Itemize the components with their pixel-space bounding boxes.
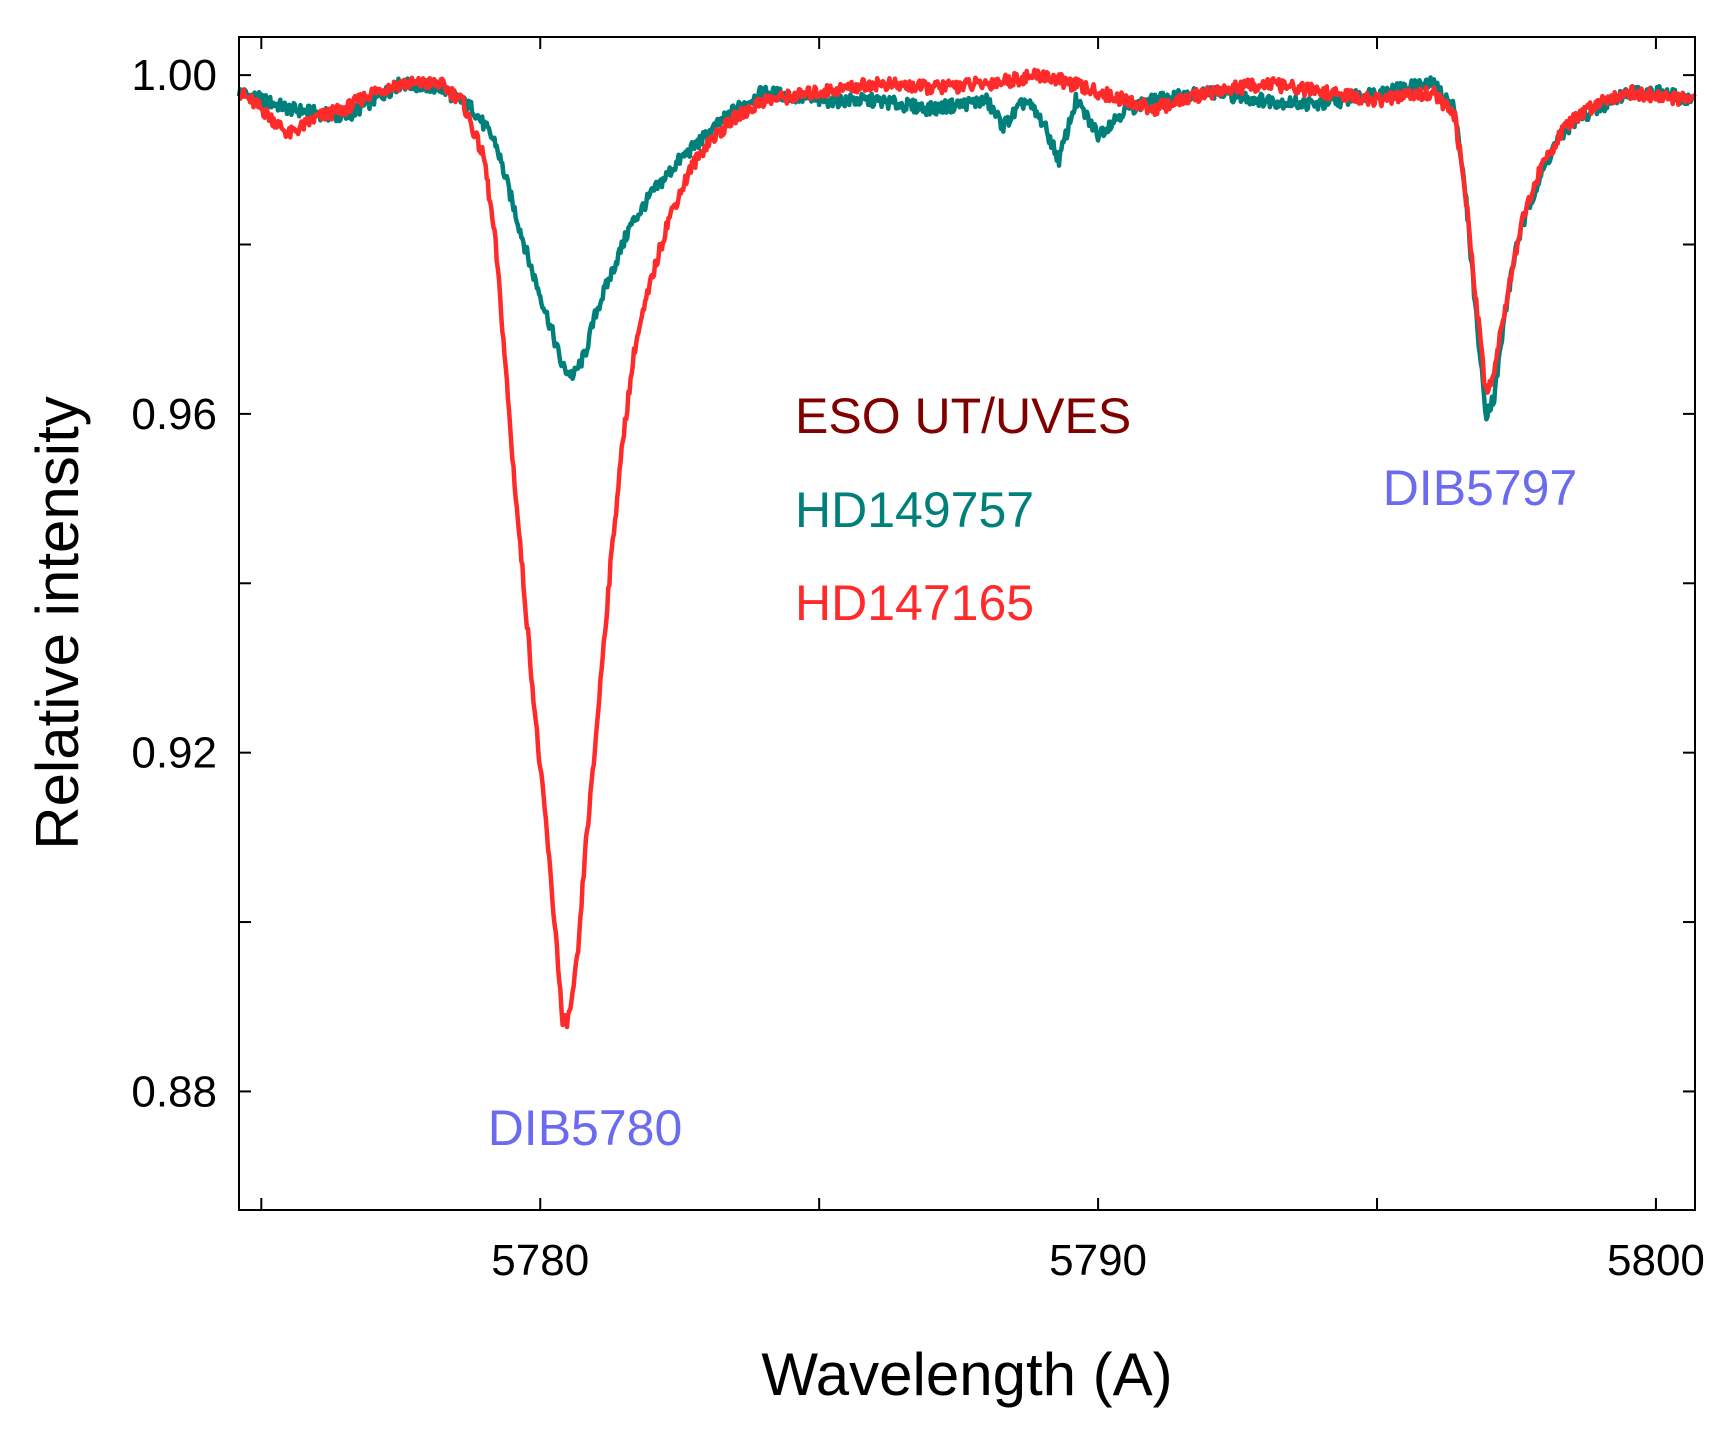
series-layer: [236, 67, 1697, 1030]
legend: ESO UT/UVES HD149757 HD147165: [795, 388, 1131, 631]
tick-label-layer: 5780 5790 5800 0.88 0.92 0.96 1.00: [131, 51, 1705, 1285]
y-axis-title: Relative intensity: [24, 396, 91, 850]
legend-title: ESO UT/UVES: [795, 388, 1131, 444]
annotation-dib5797: DIB5797: [1383, 460, 1578, 516]
y-tick-label: 0.96: [131, 390, 217, 439]
y-tick-label: 1.00: [131, 51, 217, 100]
tick-layer: [239, 37, 1695, 1210]
legend-entry-hd147165: HD147165: [795, 575, 1034, 631]
x-tick-label: 5800: [1607, 1236, 1705, 1285]
y-tick-label: 0.92: [131, 729, 217, 778]
annotation-dib5780: DIB5780: [488, 1100, 683, 1156]
x-tick-label: 5780: [491, 1236, 589, 1285]
plot-frame: [238, 36, 1696, 1211]
y-tick-label: 0.88: [131, 1067, 217, 1116]
series-line-hd149757: [236, 75, 1697, 422]
legend-entry-hd149757: HD149757: [795, 482, 1034, 538]
x-tick-label: 5790: [1049, 1236, 1147, 1285]
x-axis-title: Wavelength (A): [761, 1341, 1172, 1408]
series-line-hd147165: [237, 67, 1697, 1030]
